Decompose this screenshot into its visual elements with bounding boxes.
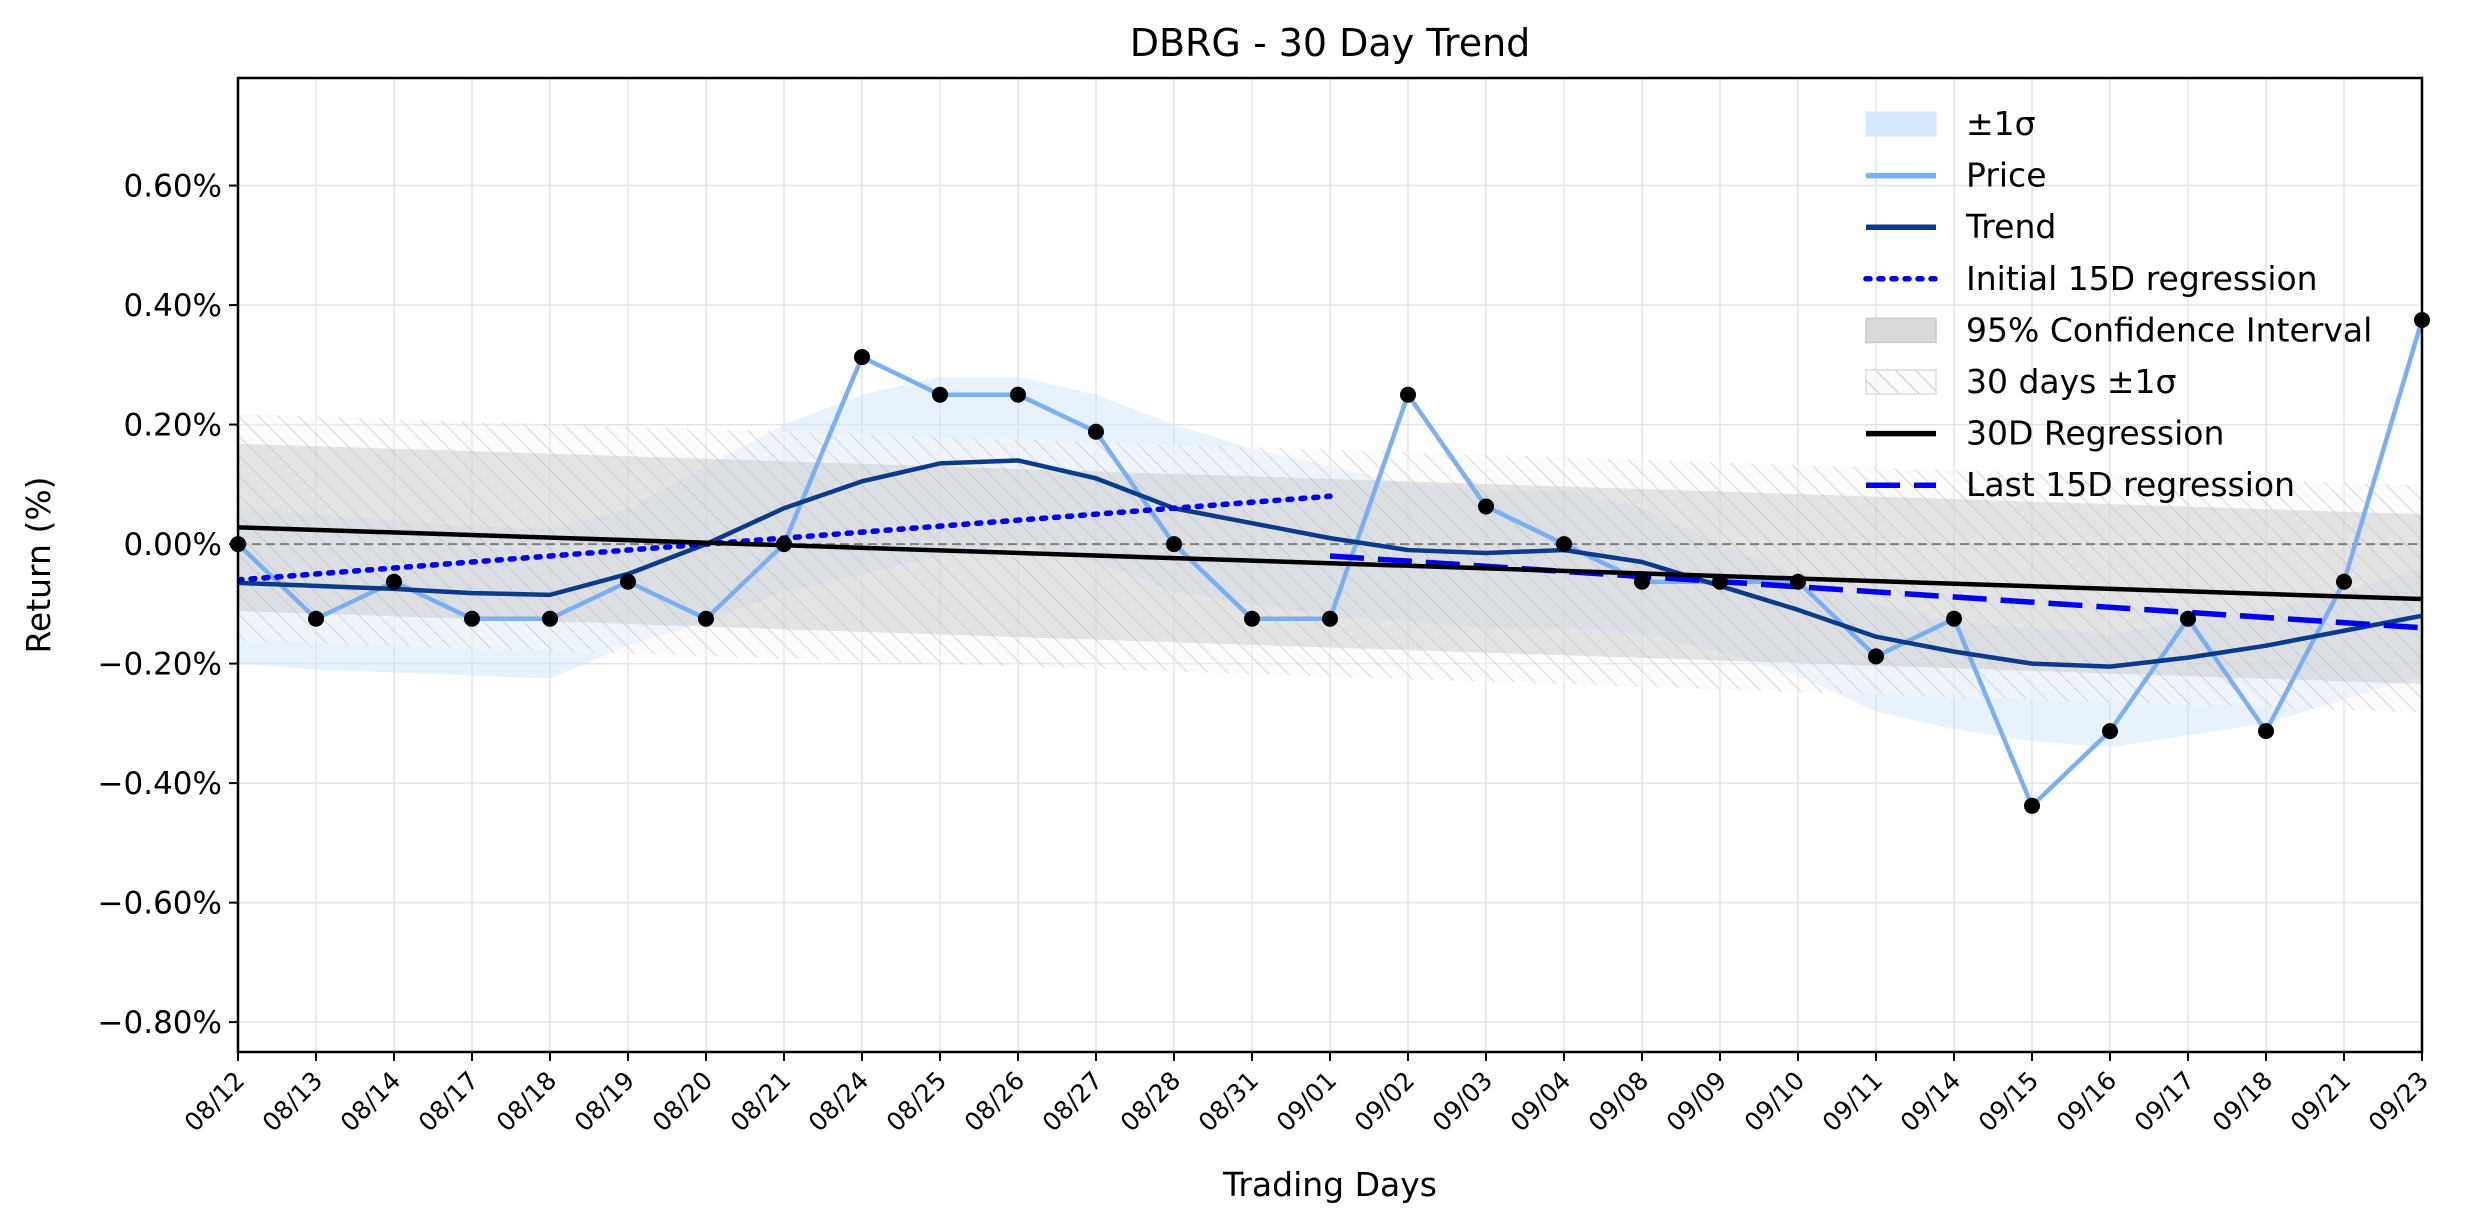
price-point [698,610,714,627]
legend-swatch [1865,317,1937,344]
price-point [2024,797,2040,814]
legend-label: Trend [1965,207,2056,246]
price-point [542,610,558,627]
x-tick-label: 08/20 [647,1066,718,1137]
legend-label: ±1σ [1966,104,2036,143]
x-tick-label: 08/31 [1193,1066,1264,1137]
y-tick-label: 0.00% [124,527,222,563]
y-axis-label: Return (%) [19,476,58,653]
legend-swatch [1865,369,1937,395]
series-line-30d-regression [238,525,2422,602]
x-tick-label: 09/01 [1271,1066,1342,1137]
price-point [2180,610,2196,627]
price-point [776,536,792,553]
legend-label: 30D Regression [1966,414,2224,453]
price-point [2258,723,2274,740]
x-tick-label: 09/02 [1349,1066,1420,1137]
x-tick-label: 09/09 [1661,1066,1732,1137]
legend-swatch [1865,111,1937,137]
price-point [1478,498,1494,515]
price-point [1166,536,1182,553]
x-tick-label: 09/23 [2363,1066,2434,1137]
y-tick-label: −0.60% [98,886,222,922]
price-point [854,349,870,366]
y-tick-label: 0.20% [124,408,222,444]
y-tick-label: −0.20% [98,647,222,683]
price-point [1400,386,1416,403]
x-tick-label: 09/21 [2285,1066,2356,1137]
legend-label: Initial 15D regression [1966,259,2318,298]
price-point [1244,610,1260,627]
chart-title: DBRG - 30 Day Trend [1130,21,1531,65]
x-tick-label: 08/26 [959,1066,1030,1137]
price-point [464,610,480,627]
x-tick-label: 09/08 [1583,1066,1654,1137]
x-tick-label: 09/10 [1739,1066,1810,1137]
x-tick-label: 09/11 [1817,1066,1888,1137]
y-tick-label: −0.40% [98,766,222,802]
y-axis-ticks: −0.80% −0.60% −0.40% −0.20% 0.00% 0.20% 0.40% 0… [98,169,238,1041]
x-tick-label: 09/16 [2051,1066,2122,1137]
price-point [1322,610,1338,627]
x-tick-label: 08/12 [179,1066,250,1137]
x-tick-label: 09/03 [1427,1066,1498,1137]
x-tick-label: 08/17 [413,1066,484,1137]
price-point [1868,648,1884,665]
x-tick-label: 09/04 [1505,1066,1576,1137]
legend-label: Price [1966,156,2047,195]
x-tick-label: 09/17 [2129,1066,2200,1137]
price-point [308,610,324,627]
legend-label: 95% Confidence Interval [1966,310,2372,349]
x-tick-label: 08/19 [569,1066,640,1137]
price-point [2336,573,2352,590]
price-point [620,573,636,590]
x-tick-label: 08/13 [257,1066,328,1137]
price-point [932,386,948,403]
legend-label: 30 days ±1σ [1966,362,2176,401]
price-point [1712,573,1728,590]
x-tick-label: 08/21 [725,1066,796,1137]
y-tick-label: 0.40% [124,288,222,324]
price-point [1010,386,1026,403]
series-line-trend [238,458,2422,669]
x-tick-label: 08/27 [1037,1066,1108,1137]
x-tick-label: 08/14 [335,1066,406,1137]
price-point [1634,573,1650,590]
legend: ±1σ Price Trend Initial 15D regression 95% C… [1863,104,2372,504]
y-tick-label: −0.80% [98,1005,222,1041]
x-tick-label: 09/15 [1973,1066,2044,1137]
x-tick-label: 08/18 [491,1066,562,1137]
x-tick-label: 09/14 [1895,1066,1966,1137]
x-tick-label: 08/24 [803,1066,874,1137]
price-point [386,573,402,590]
x-tick-label: 09/18 [2207,1066,2278,1137]
price-point [1088,423,1104,440]
x-axis-label: Trading Days [1222,1165,1437,1204]
price-point [1790,573,1806,590]
price-point [1556,536,1572,553]
y-tick-label: 0.60% [124,169,222,205]
legend-label: Last 15D regression [1966,465,2295,504]
price-point [2102,723,2118,740]
price-point [1946,610,1962,627]
series-line-last-15d-regression [1329,553,2422,631]
x-tick-label: 08/25 [881,1066,952,1137]
x-tick-label: 08/28 [1115,1066,1186,1137]
x-axis-ticks: 08/12 08/13 08/14 08/17 08/18 08/19 08/20 08/21… [179,1052,2434,1137]
